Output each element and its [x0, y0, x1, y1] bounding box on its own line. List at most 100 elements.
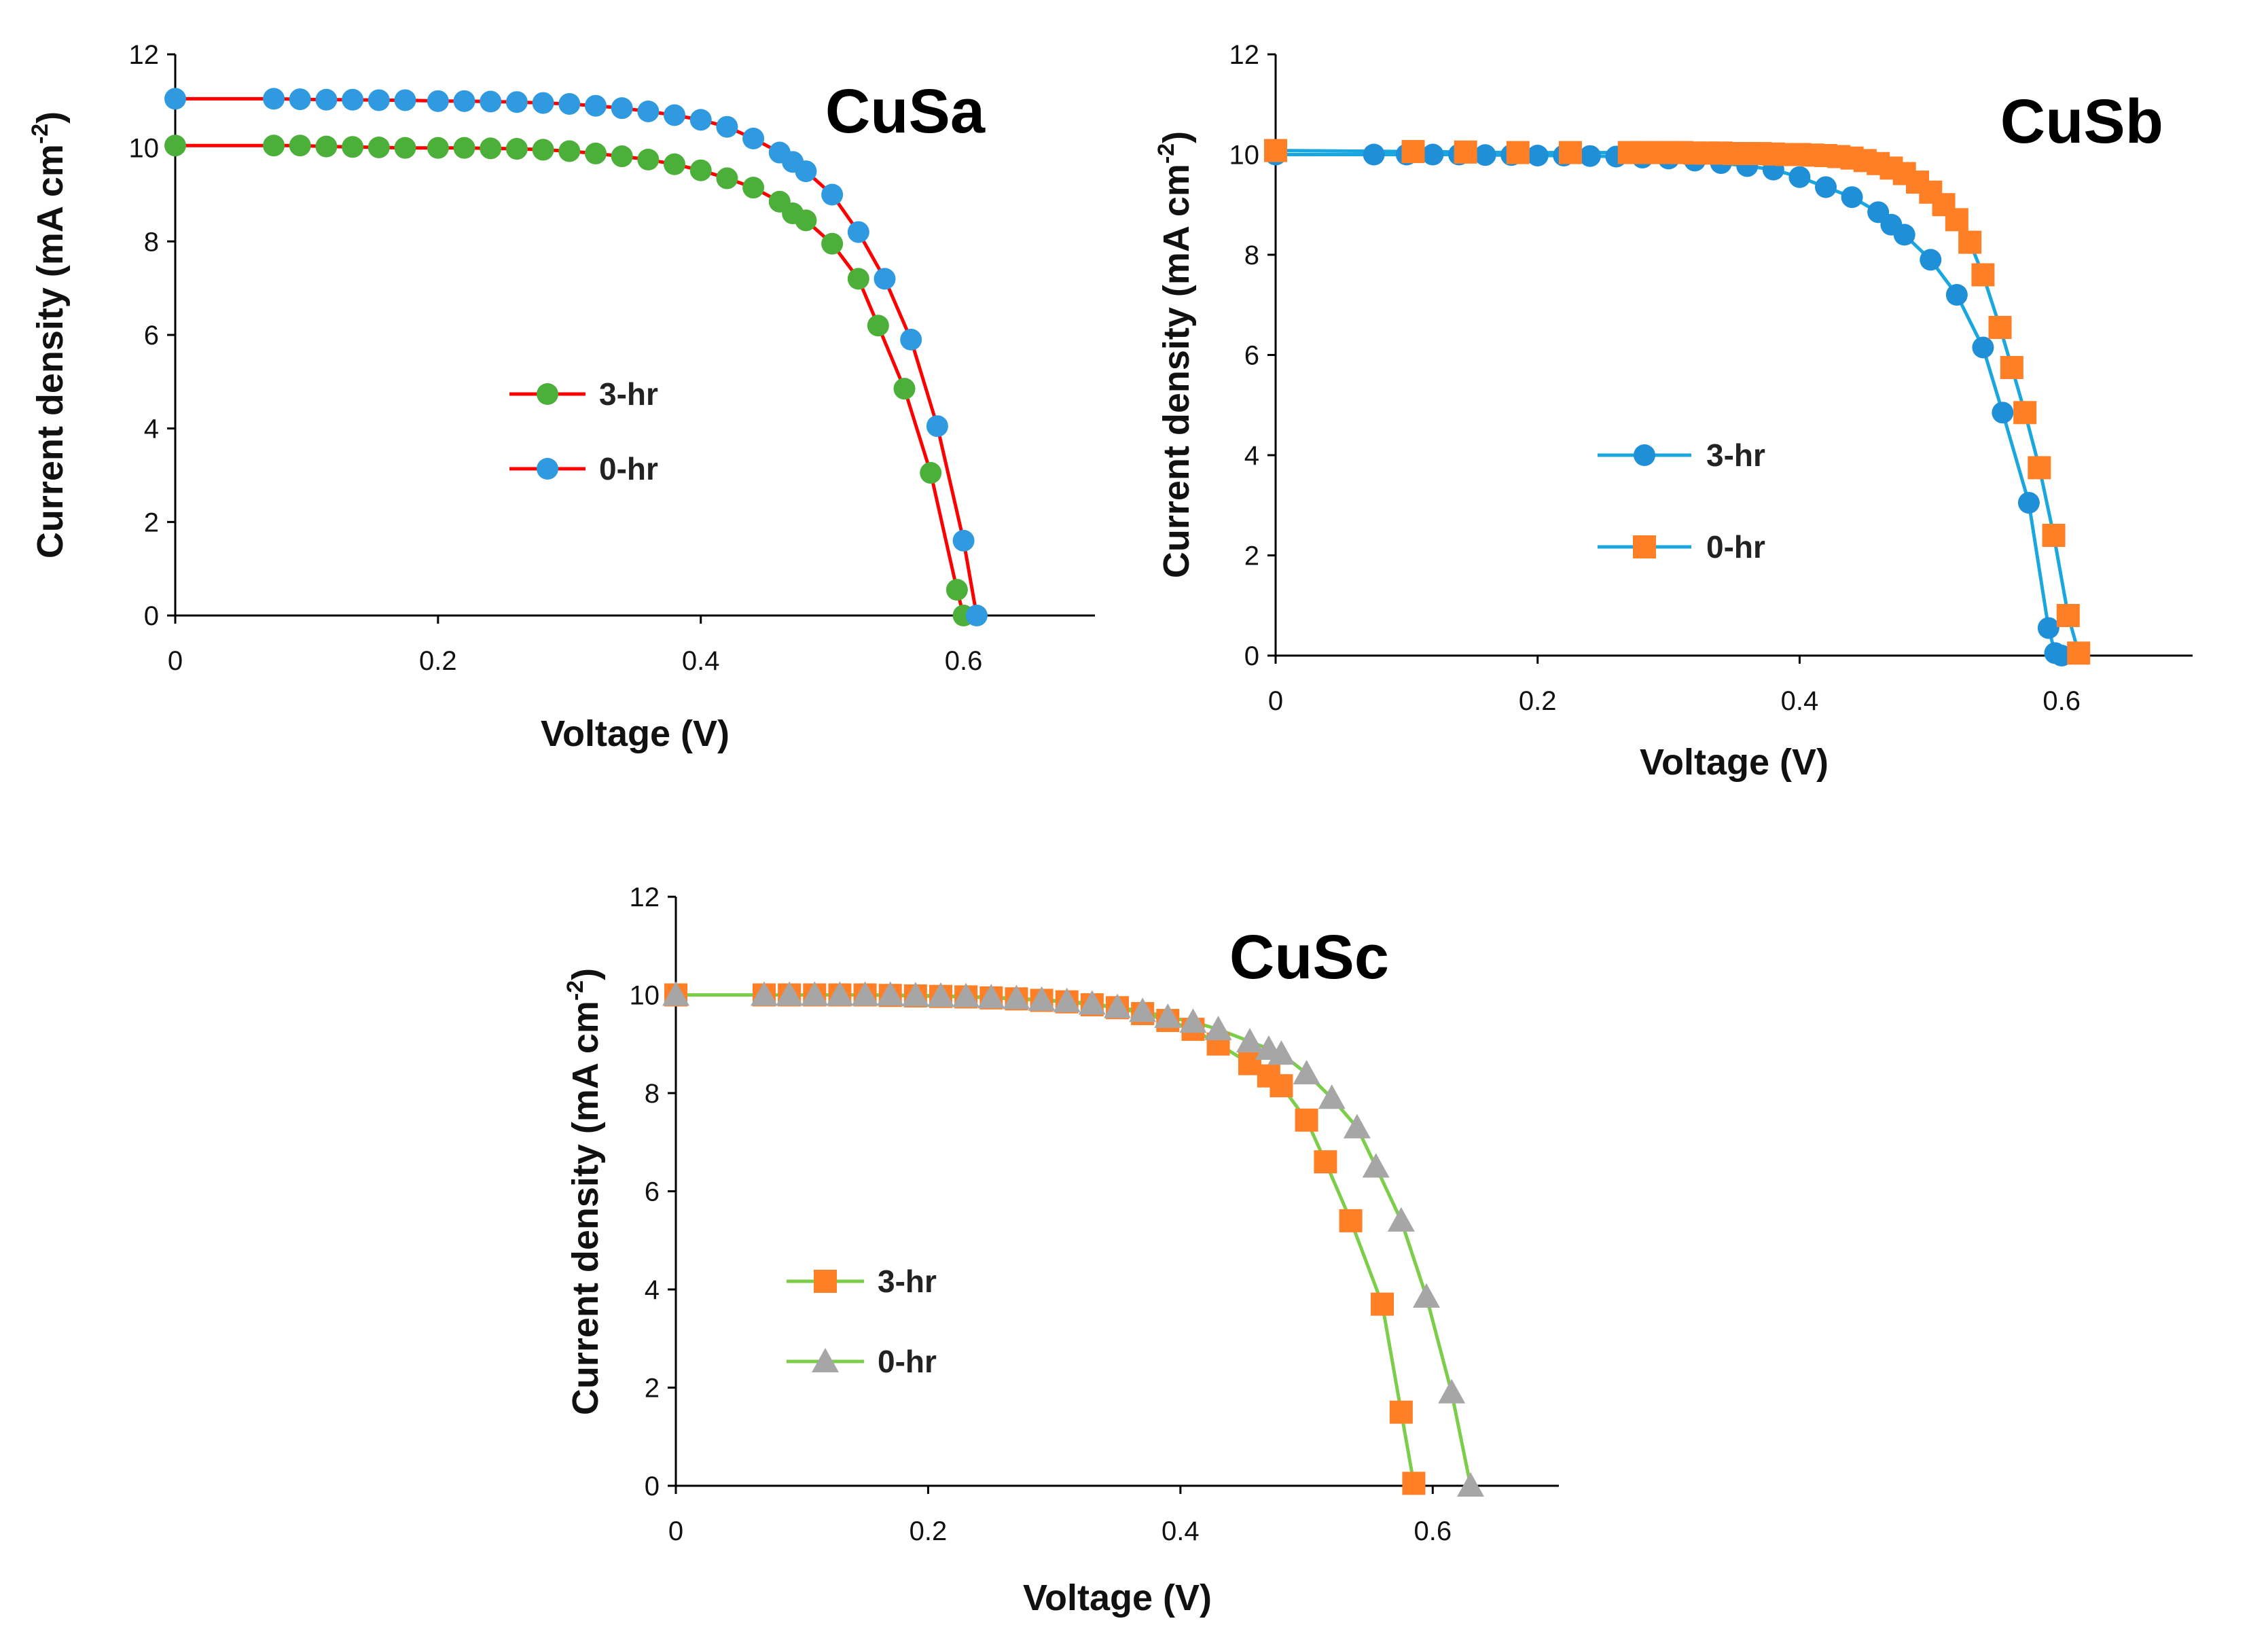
data-point: [893, 378, 916, 400]
y-axis-title-end: ): [565, 968, 606, 980]
series-0-hr-points: [1264, 139, 2091, 665]
y-tick-label: 8: [144, 227, 159, 257]
x-tick-label: 0: [1268, 686, 1283, 716]
legend-label-3-hr: 3-hr: [1706, 438, 1765, 473]
data-point: [1841, 186, 1863, 209]
data-point: [751, 981, 778, 1006]
data-point: [2017, 492, 2040, 514]
data-point: [1154, 1003, 1182, 1029]
data-point: [2013, 401, 2037, 425]
data-point: [867, 315, 889, 337]
y-axis-title: Current density (mA cm-2): [562, 968, 606, 1415]
y-tick-label: 10: [630, 981, 660, 1011]
y-tick-label: 0: [1244, 641, 1259, 671]
data-point: [847, 221, 869, 243]
data-point: [1371, 1292, 1394, 1316]
x-axis-title: Voltage (V): [541, 713, 730, 754]
series-3-hr-points: [164, 135, 975, 626]
data-point: [558, 140, 581, 162]
data-point: [1558, 141, 1582, 164]
data-point: [1958, 230, 1982, 254]
data-point: [1387, 1207, 1415, 1232]
x-tick-label: 0.2: [910, 1516, 948, 1546]
y-tick-label: 0: [645, 1472, 660, 1501]
chart-cusa: 0 2 4 6 8 10 12 0 0.2 0.4 0.6 Voltage (V) Current de…: [27, 40, 1095, 754]
x-tick-label: 0: [168, 646, 183, 676]
data-point: [1339, 1209, 1363, 1232]
x-tick-label: 0.4: [682, 646, 720, 676]
data-point: [1526, 144, 1549, 166]
data-point: [927, 982, 954, 1007]
data-point: [1179, 1008, 1207, 1033]
data-point: [315, 135, 338, 158]
data-point: [1293, 1060, 1320, 1085]
data-point: [1363, 143, 1385, 166]
data-point: [742, 177, 765, 199]
data-point: [1945, 284, 1968, 306]
y-tick-label: 6: [144, 321, 159, 351]
legend-label-0-hr: 0-hr: [599, 451, 658, 486]
data-point: [795, 160, 817, 183]
y-axis-title: Current density (mA cm-2): [1153, 131, 1197, 578]
data-point: [289, 135, 311, 157]
data-point: [611, 97, 633, 120]
y-tick-label: 2: [1244, 541, 1259, 571]
y-tick-label: 10: [1229, 141, 1260, 171]
data-point: [742, 127, 765, 149]
data-point: [1438, 1378, 1466, 1404]
data-point: [1422, 143, 1444, 166]
series-3-hr-points: [664, 983, 1426, 1495]
legend-label-3-hr: 3-hr: [599, 376, 658, 412]
data-point: [558, 92, 581, 115]
data-point: [1457, 1472, 1484, 1497]
data-point: [1579, 145, 1601, 167]
data-point: [2067, 641, 2091, 665]
data-point: [1362, 1153, 1390, 1178]
x-tick-label: 0: [668, 1516, 683, 1546]
data-point: [2042, 524, 2066, 547]
chart-cusc: 0 2 4 6 8 10 12 0 0.2 0.4 0.6 Voltage (V) Current de…: [562, 883, 1559, 1618]
data-point: [164, 135, 186, 157]
data-point: [1104, 993, 1131, 1018]
legend-label-3-hr: 3-hr: [878, 1264, 937, 1299]
data-point: [1971, 263, 1995, 287]
data-point: [505, 91, 528, 113]
chart-cusb: 0 2 4 6 8 10 12 0 0.2 0.4 0.6 Voltage (V) Current de…: [1153, 40, 2193, 783]
y-axis-title: Current density (mA cm-2): [27, 111, 71, 558]
data-point: [900, 328, 922, 351]
data-point: [1314, 1150, 1337, 1174]
x-axis-title: Voltage (V): [1640, 742, 1829, 783]
data-point: [1028, 986, 1056, 1011]
data-point: [847, 268, 869, 290]
data-point: [453, 137, 475, 159]
data-point: [164, 88, 186, 110]
data-point: [480, 137, 502, 160]
series-0-hr-points: [164, 88, 988, 626]
y-tick-label: 6: [1244, 341, 1259, 371]
data-point: [342, 136, 364, 158]
y-axis-title-superscript: -2: [562, 980, 588, 1001]
data-point: [611, 145, 633, 168]
y-tick-label: 2: [645, 1374, 660, 1404]
data-point: [689, 109, 712, 131]
data-point: [952, 529, 975, 552]
y-tick-label: 8: [1244, 240, 1259, 270]
data-point: [427, 90, 449, 112]
data-point: [821, 232, 844, 255]
data-point: [1413, 1283, 1440, 1308]
data-point: [801, 981, 829, 1006]
data-point: [532, 139, 554, 161]
chart-title: CuSb: [2000, 87, 2163, 156]
series-line-0-hr: [676, 993, 1473, 1486]
data-point: [821, 183, 844, 206]
data-point: [1893, 224, 1915, 246]
data-point: [689, 159, 712, 181]
y-tick-label: 0: [144, 601, 159, 631]
data-point: [716, 115, 738, 138]
legend-marker-3-hr: [537, 383, 558, 405]
y-tick-label: 10: [129, 134, 160, 164]
data-point: [1402, 1472, 1426, 1495]
x-tick-label: 0.6: [1414, 1516, 1452, 1546]
data-point: [1236, 1028, 1263, 1053]
data-point: [876, 981, 904, 1006]
